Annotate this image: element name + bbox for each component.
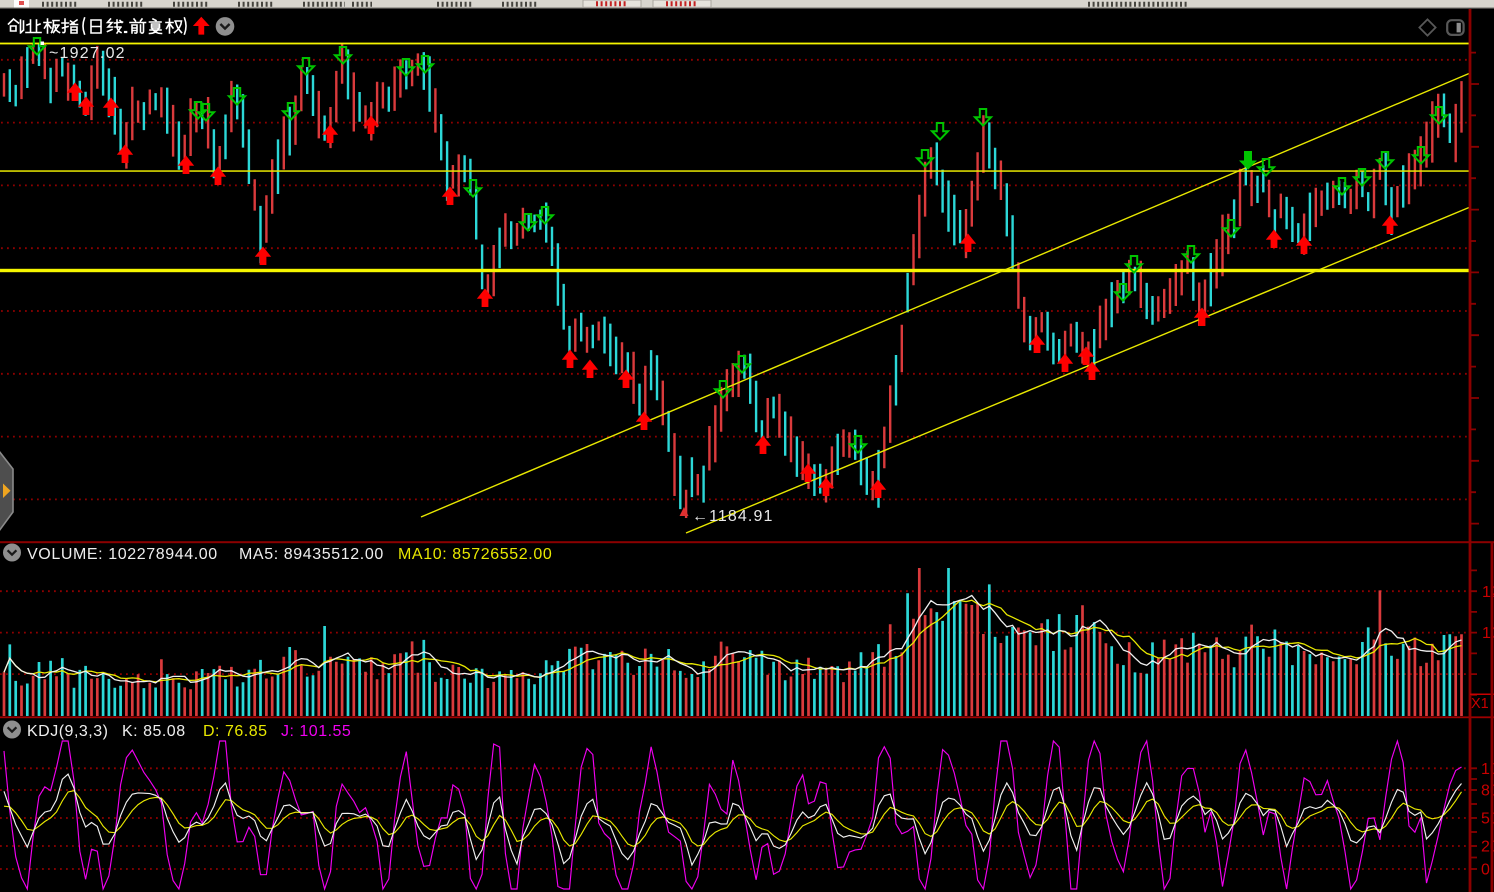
svg-text:K: 85.08: K: 85.08 [122,723,186,740]
svg-text:←1184.91: ←1184.91 [692,508,773,525]
svg-text:~1927.02: ~1927.02 [49,45,126,62]
svg-text:0: 0 [1481,862,1490,879]
svg-text:J: 101.55: J: 101.55 [281,723,351,740]
svg-text:D: 76.85: D: 76.85 [203,723,267,740]
svg-text:MA10: 85726552.00: MA10: 85726552.00 [398,546,552,563]
svg-text:VOLUME: 102278944.00: VOLUME: 102278944.00 [27,546,218,563]
svg-text:X1: X1 [1471,696,1489,712]
svg-text:MA5: 89435512.00: MA5: 89435512.00 [239,546,384,563]
svg-text:KDJ(9,3,3): KDJ(9,3,3) [27,723,108,740]
